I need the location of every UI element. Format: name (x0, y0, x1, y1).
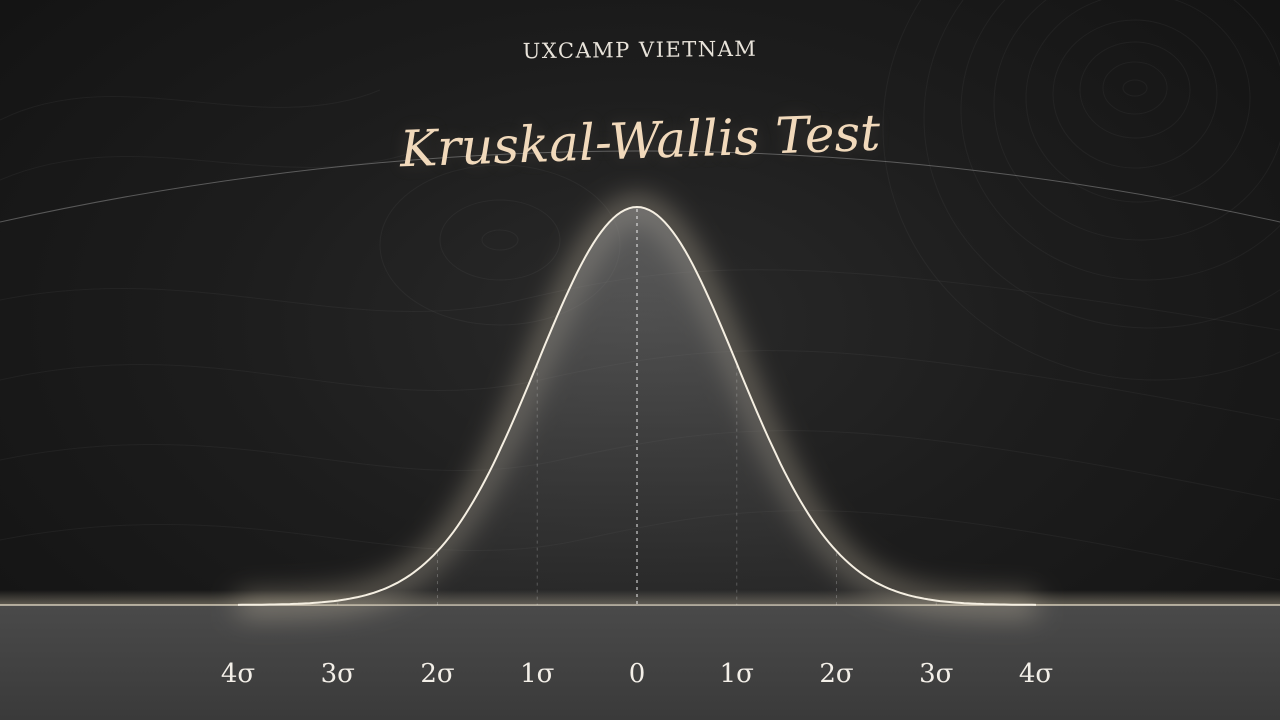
curve-line (237, 205, 1037, 606)
tick-label: 3σ (919, 659, 953, 689)
tick-label: 1σ (520, 659, 554, 689)
tick-label: 0 (629, 659, 646, 689)
tick-label: 2σ (420, 659, 454, 689)
tick-label: 2σ (819, 659, 853, 689)
tick-label: 4σ (1019, 659, 1053, 689)
tick-label: 4σ (221, 659, 255, 689)
tick-label: 3σ (321, 659, 355, 689)
tick-label: 1σ (720, 659, 754, 689)
